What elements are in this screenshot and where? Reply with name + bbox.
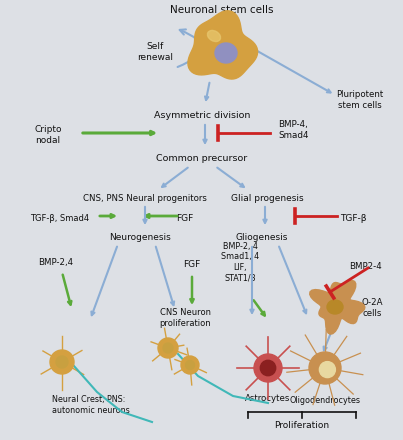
Circle shape xyxy=(50,350,74,374)
Polygon shape xyxy=(310,281,365,334)
Circle shape xyxy=(56,356,68,368)
Circle shape xyxy=(254,354,282,382)
Text: CNS, PNS Neural progenitors: CNS, PNS Neural progenitors xyxy=(83,194,207,202)
Text: Common precursor: Common precursor xyxy=(156,154,247,162)
Text: Gliogenesis: Gliogenesis xyxy=(236,232,288,242)
Text: Astrocytes: Astrocytes xyxy=(245,393,291,403)
Text: Pluripotent
stem cells: Pluripotent stem cells xyxy=(337,90,384,110)
Circle shape xyxy=(320,362,335,378)
Circle shape xyxy=(163,343,173,353)
Text: BMP-2, 4
Smad1, 4
LIF,
STAT1/3: BMP-2, 4 Smad1, 4 LIF, STAT1/3 xyxy=(221,242,259,282)
Text: Self
renewal: Self renewal xyxy=(137,42,173,62)
Circle shape xyxy=(185,360,195,370)
Text: BMP-4,
Smad4: BMP-4, Smad4 xyxy=(278,120,309,140)
Text: CNS Neuron
proliferation: CNS Neuron proliferation xyxy=(159,308,211,328)
Text: O-2A
cells: O-2A cells xyxy=(361,298,383,318)
Text: Neuronal stem cells: Neuronal stem cells xyxy=(170,5,274,15)
Text: Neurogenesis: Neurogenesis xyxy=(109,232,171,242)
Circle shape xyxy=(309,352,341,384)
Text: Glial progenesis: Glial progenesis xyxy=(231,194,303,202)
Text: TGF-β: TGF-β xyxy=(340,213,366,223)
Circle shape xyxy=(260,360,276,376)
Text: TGF-β, Smad4: TGF-β, Smad4 xyxy=(30,213,89,223)
Ellipse shape xyxy=(215,43,237,63)
Text: FGF: FGF xyxy=(177,213,193,223)
Text: Oligodendrocytes: Oligodendrocytes xyxy=(289,396,361,404)
Text: Cripto
nodal: Cripto nodal xyxy=(34,125,62,145)
Text: BMP-2,4: BMP-2,4 xyxy=(38,257,73,267)
Circle shape xyxy=(158,338,178,358)
Text: Proliferation: Proliferation xyxy=(274,421,330,429)
Text: FGF: FGF xyxy=(183,260,201,268)
Ellipse shape xyxy=(208,30,220,41)
Text: Asymmetric division: Asymmetric division xyxy=(154,110,250,120)
Polygon shape xyxy=(188,11,258,79)
Circle shape xyxy=(181,356,199,374)
Text: BMP2-4: BMP2-4 xyxy=(349,261,382,271)
Text: Neural Crest, PNS:
autonomic neurons: Neural Crest, PNS: autonomic neurons xyxy=(52,395,130,414)
Ellipse shape xyxy=(327,300,343,314)
